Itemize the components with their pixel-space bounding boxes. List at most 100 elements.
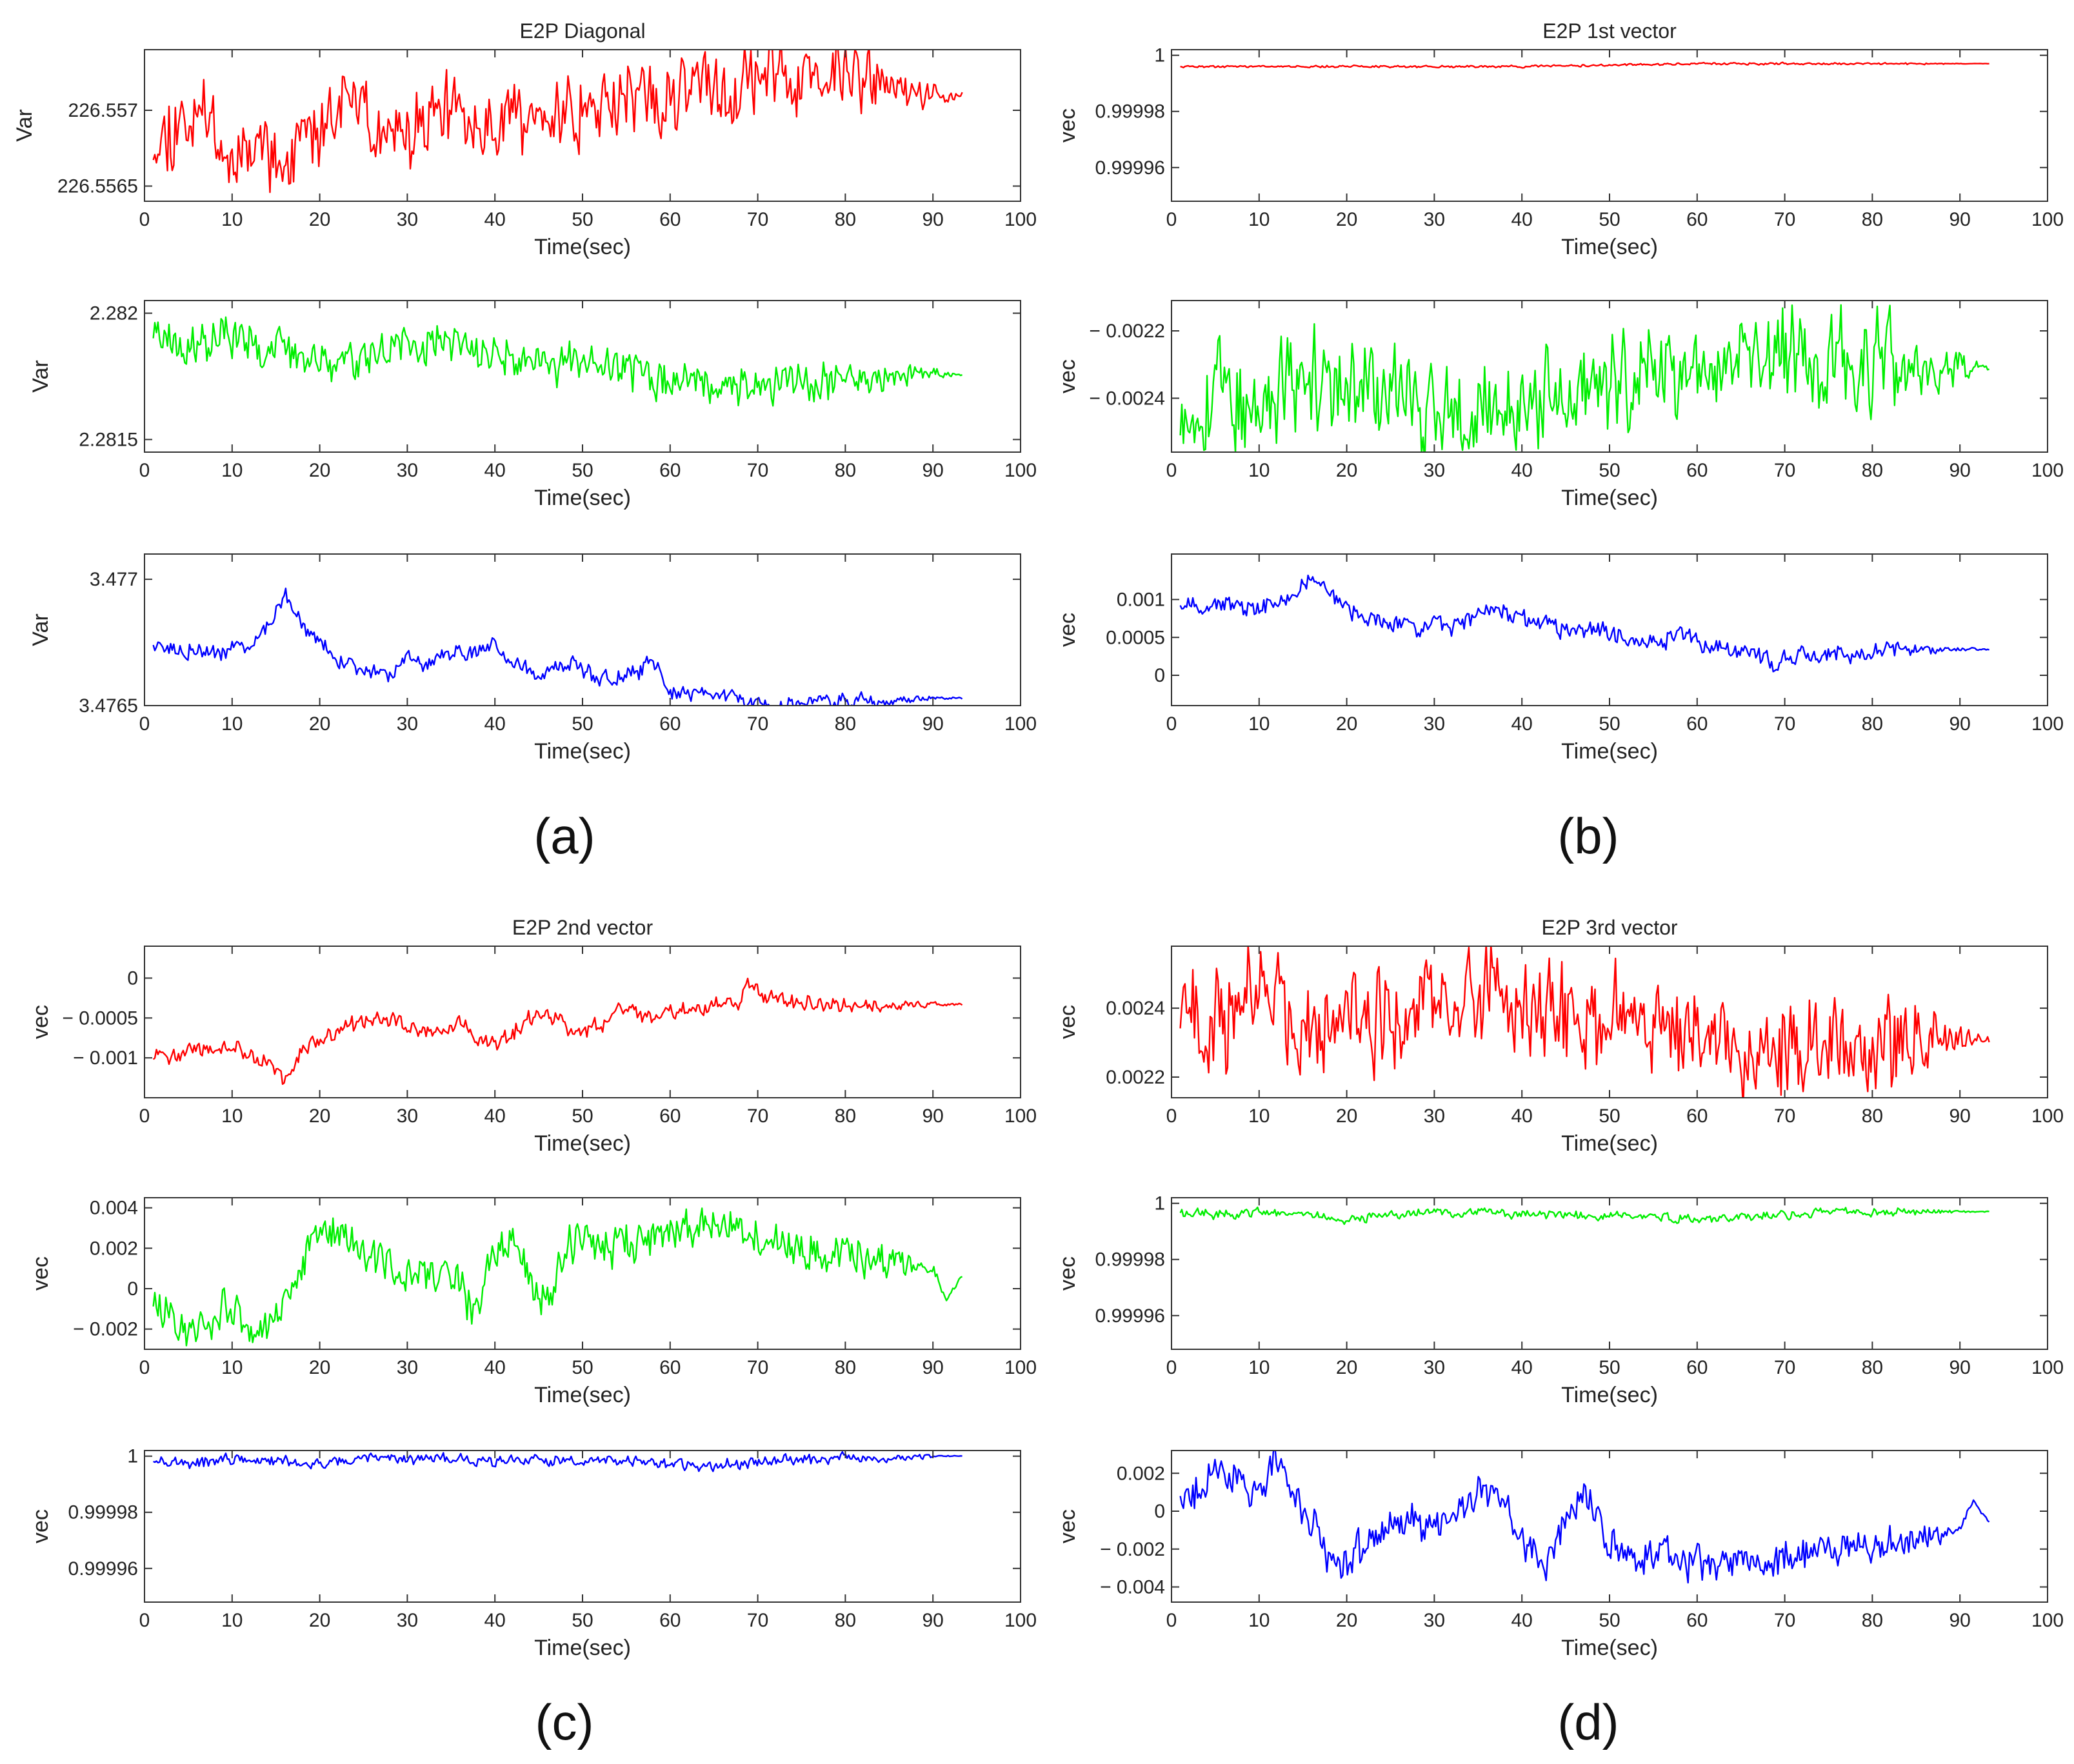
y-axis-label: vec	[1055, 1509, 1080, 1543]
y-tick-label: − 0.002	[1100, 1539, 1165, 1560]
x-tick-label: 80	[835, 209, 856, 230]
x-tick-label: 10	[1248, 1357, 1270, 1378]
panel-d-1: 0 10 20 30 40 50 60 70 80 90 100 0.0022 0.0024 Time(s…	[1055, 916, 2064, 1156]
x-tick-label: 20	[309, 1610, 330, 1631]
y-axis-label: vec	[28, 1509, 53, 1543]
x-axis-label: Time(sec)	[534, 1383, 631, 1407]
y-tick-label: 0.002	[1117, 1463, 1165, 1484]
x-axis-label: Time(sec)	[1561, 1383, 1658, 1407]
x-tick-label: 10	[1248, 209, 1270, 230]
plot-title: E2P 2nd vector	[512, 916, 653, 939]
x-tick-label: 90	[1949, 1357, 1971, 1378]
x-tick-label: 20	[1336, 1105, 1357, 1127]
x-tick-label: 0	[1166, 1357, 1177, 1378]
x-tick-label: 90	[1949, 209, 1971, 230]
y-axis-label: vec	[1055, 1005, 1080, 1039]
x-tick-label: 30	[1424, 209, 1445, 230]
x-tick-label: 100	[2031, 1357, 2064, 1378]
x-tick-label: 10	[221, 460, 243, 481]
x-tick-label: 30	[397, 1357, 418, 1378]
series-line-vec2-3	[153, 1451, 962, 1472]
series-line-vec1-3	[1179, 574, 1989, 673]
x-tick-label: 20	[1336, 209, 1357, 230]
y-axis-label: vec	[1055, 359, 1080, 393]
x-tick-label: 70	[747, 1610, 768, 1631]
x-tick-label: 70	[747, 713, 768, 735]
x-tick-label: 40	[1511, 209, 1533, 230]
x-tick-label: 60	[1686, 713, 1708, 735]
panel-b-1: 0 10 20 30 40 50 60 70 80 90 100 0.99996 0.99998 1 Tim…	[1055, 19, 2064, 259]
y-tick-label: 0.99998	[1095, 1249, 1165, 1271]
panel-a-1: 0 10 20 30 40 50 60 70 80 90 100 226.5565 226.557 Tim…	[12, 19, 1037, 259]
x-tick-label: 40	[1511, 1105, 1533, 1127]
x-tick-label: 80	[1862, 1357, 1883, 1378]
y-tick-label: 0.004	[90, 1198, 138, 1219]
panel-label-b: (b)	[1557, 808, 1619, 864]
panel-c-2: 0 10 20 30 40 50 60 70 80 90 100− 0.00200.0020.004…	[28, 1197, 1037, 1407]
x-tick-label: 20	[1336, 460, 1357, 481]
x-tick-label: 0	[1166, 1105, 1177, 1127]
x-tick-label: 40	[1511, 713, 1533, 735]
y-tick-label: 2.2815	[79, 429, 138, 450]
x-axis-label: Time(sec)	[534, 1131, 631, 1156]
x-tick-label: 70	[747, 1105, 768, 1127]
series-line-vec3-3	[1179, 1451, 1990, 1584]
x-tick-label: 60	[659, 1105, 681, 1127]
x-tick-label: 50	[572, 1357, 593, 1378]
y-tick-label: 0.001	[1117, 590, 1165, 611]
x-tick-label: 70	[1774, 1610, 1795, 1631]
x-tick-label: 50	[572, 1105, 593, 1127]
x-tick-label: 70	[1774, 713, 1795, 735]
x-axis-label: Time(sec)	[534, 235, 631, 259]
x-tick-label: 90	[922, 1610, 944, 1631]
x-tick-label: 0	[139, 713, 150, 735]
y-tick-label: 226.557	[68, 100, 138, 121]
x-tick-label: 40	[484, 209, 506, 230]
x-tick-label: 30	[397, 713, 418, 735]
x-tick-label: 10	[221, 209, 243, 230]
y-tick-label: 0	[1154, 665, 1165, 686]
x-tick-label: 60	[1686, 1610, 1708, 1631]
x-tick-label: 50	[1599, 1610, 1620, 1631]
x-tick-label: 70	[1774, 1357, 1795, 1378]
panel-a-3: 0 10 20 30 40 50 60 70 80 90 100 3.4765 3.477 Time(se…	[28, 553, 1037, 764]
x-tick-label: 0	[139, 1357, 150, 1378]
x-tick-label: 60	[659, 713, 681, 735]
x-tick-label: 50	[572, 209, 593, 230]
y-tick-label: 3.477	[90, 569, 138, 590]
y-axis-label: Var	[28, 613, 53, 646]
panel-label-c: (c)	[535, 1694, 594, 1750]
x-tick-label: 0	[139, 460, 150, 481]
x-tick-label: 90	[1949, 1105, 1971, 1127]
series-line-vec1-2	[1179, 304, 1990, 452]
x-tick-label: 0	[1166, 460, 1177, 481]
y-axis-label: Var	[28, 360, 53, 392]
x-tick-label: 40	[1511, 1610, 1533, 1631]
x-tick-label: 20	[309, 1105, 330, 1127]
x-tick-label: 10	[221, 713, 243, 735]
y-axis-label: vec	[28, 1005, 53, 1039]
x-tick-label: 100	[1004, 1357, 1037, 1378]
y-tick-label: − 0.002	[73, 1319, 138, 1340]
x-tick-label: 60	[1686, 1357, 1708, 1378]
x-tick-label: 50	[1599, 713, 1620, 735]
x-tick-label: 90	[1949, 460, 1971, 481]
x-tick-label: 100	[1004, 1610, 1037, 1631]
panel-c-1: 0 10 20 30 40 50 60 70 80 90 100 − 0.001 − 0.0005 0 Ti…	[28, 916, 1037, 1156]
x-tick-label: 60	[1686, 460, 1708, 481]
y-tick-label: 0.99998	[68, 1502, 138, 1523]
y-axis-label: Var	[12, 109, 37, 141]
x-axis-label: Time(sec)	[534, 739, 631, 764]
x-tick-label: 40	[484, 1357, 506, 1378]
x-tick-label: 10	[1248, 1105, 1270, 1127]
x-tick-label: 30	[397, 1610, 418, 1631]
x-tick-label: 10	[1248, 713, 1270, 735]
series-line-vec3-2	[1179, 1206, 1989, 1225]
x-tick-label: 10	[221, 1357, 243, 1378]
panel-label-d: (d)	[1557, 1694, 1619, 1750]
y-tick-label: 0.0022	[1106, 1067, 1165, 1088]
y-tick-label: 1	[1154, 1193, 1165, 1214]
x-tick-label: 70	[747, 1357, 768, 1378]
x-tick-label: 30	[1424, 460, 1445, 481]
x-tick-label: 90	[1949, 1610, 1971, 1631]
